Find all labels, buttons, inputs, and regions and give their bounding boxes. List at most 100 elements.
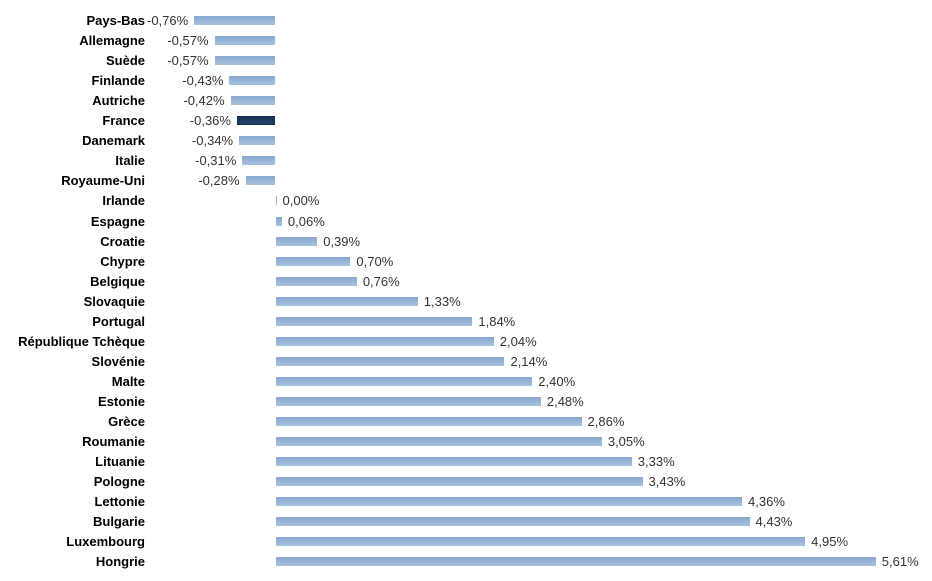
category-label: Estonie — [98, 393, 145, 409]
category-label: Autriche — [92, 93, 145, 109]
bar — [214, 56, 276, 66]
value-label: -0,43% — [182, 73, 224, 89]
bar — [275, 557, 876, 567]
chart-row: Lettonie 4,36% — [0, 492, 932, 512]
bar — [239, 136, 276, 146]
bar — [245, 176, 276, 186]
chart-row: Malte 2,40% — [0, 372, 932, 392]
bar — [275, 417, 582, 426]
value-label: 1,33% — [423, 293, 461, 309]
value-label: 4,43% — [755, 514, 793, 530]
value-label: 0,76% — [362, 273, 400, 289]
category-label: France — [102, 113, 145, 129]
value-label: 2,04% — [499, 333, 537, 349]
category-label: Lituanie — [95, 454, 145, 470]
bar — [275, 296, 418, 306]
chart-row: Suède -0,57% — [0, 51, 932, 71]
chart-row: Roumanie 3,05% — [0, 432, 932, 452]
value-label: -0,57% — [167, 33, 209, 49]
value-label: -0,36% — [189, 113, 231, 129]
category-label: Italie — [115, 153, 145, 169]
bar — [275, 376, 533, 386]
category-label: Roumanie — [82, 434, 145, 450]
value-label: 2,14% — [510, 353, 548, 369]
value-label: 0,70% — [356, 253, 394, 269]
chart-row: Croatie 0,39% — [0, 232, 932, 252]
chart-row: Estonie 2,48% — [0, 392, 932, 412]
value-label: -0,57% — [167, 53, 209, 69]
bar — [275, 276, 357, 286]
chart-row: Allemagne -0,57% — [0, 31, 932, 51]
value-label: 5,61% — [881, 554, 919, 570]
category-label: Slovénie — [91, 353, 145, 369]
value-label: 2,40% — [538, 373, 576, 389]
chart-row: Pologne 3,43% — [0, 472, 932, 492]
category-label: Royaume-Uni — [61, 173, 145, 189]
category-label: Belgique — [90, 273, 145, 289]
category-label: Slovaquie — [83, 293, 145, 309]
value-label: 2,48% — [546, 393, 584, 409]
bar — [214, 36, 276, 46]
chart-row: Finlande -0,43% — [0, 71, 932, 91]
chart-row: Royaume-Uni -0,28% — [0, 171, 932, 191]
value-label: 0,00% — [282, 193, 320, 209]
value-label: 3,33% — [637, 454, 675, 470]
category-label: Chypre — [100, 253, 145, 269]
category-label: Portugal — [92, 313, 145, 329]
chart-row: Espagne 0,06% — [0, 212, 932, 232]
chart-row: Belgique 0,76% — [0, 272, 932, 292]
chart-row: Danemark -0,34% — [0, 131, 932, 151]
chart-row: Italie -0,31% — [0, 151, 932, 171]
chart-row: République Tchèque 2,04% — [0, 332, 932, 352]
value-label: -0,42% — [183, 93, 225, 109]
category-label: Bulgarie — [92, 514, 145, 530]
chart-row: Portugal 1,84% — [0, 312, 932, 332]
chart-row: Bulgarie 4,43% — [0, 512, 932, 532]
category-label: Luxembourg — [66, 534, 145, 550]
bar — [275, 437, 602, 447]
category-label: Croatie — [100, 233, 145, 249]
category-label: Malte — [111, 373, 145, 389]
bar — [275, 216, 282, 226]
bar — [194, 16, 276, 25]
bar — [275, 356, 505, 366]
chart-row: Lituanie 3,33% — [0, 452, 932, 472]
chart-row: Grèce 2,86% — [0, 412, 932, 432]
value-label: 4,95% — [811, 534, 849, 550]
category-label: Pays-Bas — [86, 13, 145, 28]
bar-highlighted — [236, 116, 276, 126]
bar — [275, 316, 473, 326]
value-label: 1,84% — [478, 313, 516, 329]
value-label: 3,43% — [648, 474, 686, 490]
value-label: 4,36% — [748, 494, 785, 510]
category-label: Grèce — [108, 414, 145, 429]
category-label: Espagne — [90, 213, 145, 229]
chart-row: Autriche -0,42% — [0, 91, 932, 111]
value-label: -0,28% — [198, 173, 240, 189]
bar — [275, 396, 541, 406]
bar — [275, 537, 806, 547]
chart-row: Luxembourg 4,95% — [0, 532, 932, 552]
category-label: Pologne — [93, 474, 145, 490]
bar — [275, 497, 743, 507]
value-label: 3,05% — [607, 434, 645, 450]
bar — [275, 236, 318, 246]
bar — [275, 336, 494, 346]
value-label: 2,86% — [587, 414, 625, 429]
category-label: Finlande — [91, 73, 145, 89]
category-label: Hongrie — [95, 554, 145, 570]
bar — [275, 256, 351, 266]
value-label: 0,39% — [323, 233, 361, 249]
chart-row: Chypre 0,70% — [0, 252, 932, 272]
value-label: -0,76% — [146, 13, 189, 28]
chart-row: France -0,36% — [0, 111, 932, 131]
bar — [275, 196, 277, 206]
bar — [229, 76, 276, 86]
category-label: Irlande — [102, 193, 145, 209]
bar — [275, 457, 632, 467]
chart-row: Pays-Bas -0,76% — [0, 11, 932, 31]
value-label: -0,31% — [195, 153, 237, 169]
chart-row: Hongrie 5,61% — [0, 552, 932, 572]
chart-row: Slovaquie 1,33% — [0, 292, 932, 312]
